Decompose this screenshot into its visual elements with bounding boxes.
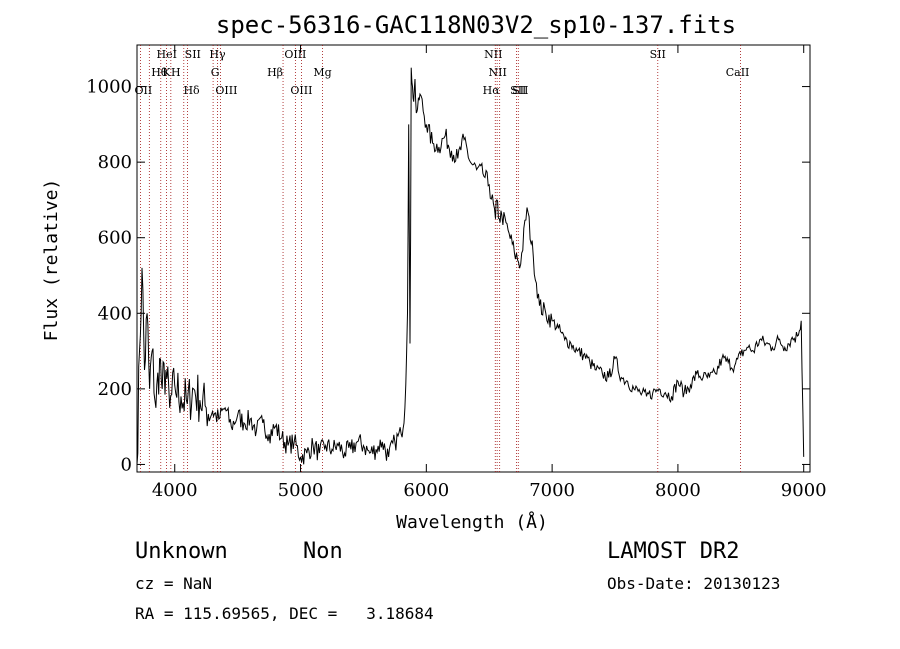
y-tick-label: 800 xyxy=(98,152,132,173)
line-marker-label: G xyxy=(211,66,220,79)
x-tick-label: 7000 xyxy=(529,480,575,501)
x-tick-label: 8000 xyxy=(655,480,701,501)
x-tick-label: 4000 xyxy=(152,480,198,501)
survey-name: LAMOST DR2 xyxy=(607,539,740,564)
x-tick-label: 9000 xyxy=(781,480,827,501)
line-marker-label: SII xyxy=(650,48,666,61)
y-tick-label: 200 xyxy=(98,379,132,400)
line-marker-label: OIII xyxy=(284,48,306,61)
line-marker-label: SII xyxy=(510,84,526,97)
line-marker-label: H xyxy=(171,66,181,79)
plot-frame xyxy=(136,44,811,473)
line-marker-label: SII xyxy=(185,48,201,61)
chart-title: spec-56316-GAC118N03V2_sp10-137.fits xyxy=(216,11,736,39)
line-marker-label: NII xyxy=(489,66,507,79)
x-tick-label: 5000 xyxy=(278,480,324,501)
y-tick-label: 600 xyxy=(98,228,132,249)
ra-dec-coordinates: RA = 115.69565, DEC = 3.18684 xyxy=(135,604,434,623)
redshift-cz: cz = NaN xyxy=(135,574,213,593)
line-marker-label: Hγ xyxy=(209,48,226,61)
line-marker-label: OIII xyxy=(290,84,312,97)
y-tick-label: 1000 xyxy=(86,77,132,98)
y-tick-label: 400 xyxy=(98,303,132,324)
object-subclass: Non xyxy=(303,539,343,564)
line-marker-label: Hβ xyxy=(267,66,283,79)
line-marker-label: K xyxy=(162,66,171,79)
spectrum-series-line xyxy=(136,67,805,465)
y-axis-label: Flux (relative) xyxy=(41,179,62,342)
observation-date: Obs-Date: 20130123 xyxy=(607,574,781,593)
line-marker-label: Hα xyxy=(483,84,501,97)
x-axis-label: Wavelength (Å) xyxy=(396,511,548,533)
line-marker-label: Hθ xyxy=(151,66,168,79)
axis-ticks: 4000 5000 6000 7000 8000 9000 0 200 400 600 800 100… xyxy=(86,45,827,501)
line-marker-label: NII xyxy=(484,48,502,61)
x-tick-label: 6000 xyxy=(403,480,449,501)
y-tick-label: 0 xyxy=(121,454,132,475)
line-marker-label: OII xyxy=(135,84,153,97)
line-marker-label: CaII xyxy=(726,66,750,79)
line-marker-label: SII xyxy=(512,84,528,97)
line-marker-label: OIII xyxy=(215,84,237,97)
object-class: Unknown xyxy=(135,539,228,564)
line-marker-label: Mg xyxy=(313,66,331,79)
line-marker-label: Hδ xyxy=(183,84,200,97)
